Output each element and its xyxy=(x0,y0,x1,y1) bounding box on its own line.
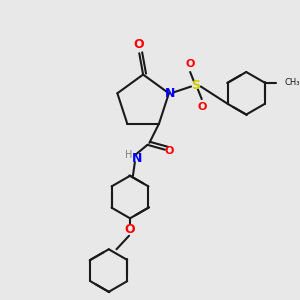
Text: S: S xyxy=(191,79,200,92)
Text: O: O xyxy=(164,146,173,156)
Text: O: O xyxy=(133,38,144,51)
Text: O: O xyxy=(125,224,135,236)
Text: N: N xyxy=(132,152,142,165)
Text: O: O xyxy=(185,59,195,69)
Text: CH₃: CH₃ xyxy=(284,78,299,87)
Text: H: H xyxy=(124,151,132,160)
Text: N: N xyxy=(165,87,175,100)
Text: O: O xyxy=(197,102,206,112)
